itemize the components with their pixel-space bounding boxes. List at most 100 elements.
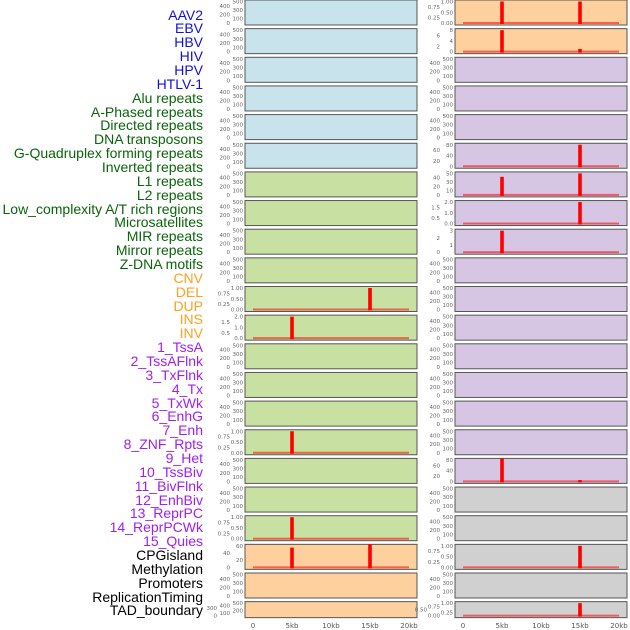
- y-tick-label: 60: [236, 544, 243, 550]
- track-panel: [454, 572, 628, 599]
- y-tick-label: 400: [220, 147, 231, 153]
- baseline-bar: [463, 50, 619, 53]
- track-panel: [244, 85, 418, 112]
- y-tick-label: 200: [430, 499, 441, 505]
- y-tick-label: 200: [430, 585, 441, 591]
- track-label: Inverted repeats: [101, 158, 203, 175]
- y-tick-label: 0: [437, 336, 441, 342]
- y-tick-label: 0: [227, 479, 231, 485]
- data-bar: [578, 144, 582, 168]
- y-tick-label: 1.0: [234, 325, 243, 331]
- y-tick-label: 200: [220, 127, 231, 133]
- y-tick-label: 300: [443, 409, 454, 415]
- x-tick-label: 20kb: [610, 622, 628, 630]
- y-tick-label: 0: [227, 250, 231, 256]
- data-bar: [500, 458, 504, 483]
- data-bar: [578, 480, 582, 483]
- y-tick-label: 0.00: [231, 451, 244, 457]
- track-label: ReplicationTiming: [92, 588, 203, 605]
- y-tick-label: 400: [430, 90, 441, 96]
- track-panel: [454, 543, 628, 570]
- y-tick-label: 0: [450, 50, 454, 56]
- y-tick-label: 6: [437, 34, 441, 40]
- y-tick-label: 500: [233, 200, 244, 206]
- y-tick-label: 500: [233, 601, 244, 607]
- track-label: 15_Quies: [143, 533, 203, 550]
- y-tick-label: 0.75: [218, 521, 231, 527]
- y-tick-label: 100: [233, 189, 244, 195]
- y-tick-label: 500: [233, 28, 244, 34]
- y-tick-label: 0: [437, 594, 441, 600]
- y-tick-label: 200: [430, 70, 441, 76]
- track-label: 2_TssAFlnk: [130, 353, 203, 369]
- data-bar: [578, 173, 582, 196]
- track-label: G-Quadruplex forming repeats: [13, 145, 203, 162]
- y-tick-label: 0.75: [428, 604, 441, 610]
- track-panel: [244, 314, 418, 341]
- y-tick-label: 500: [233, 573, 244, 579]
- y-tick-label: 300: [443, 438, 454, 444]
- y-tick-label: 100: [233, 17, 244, 23]
- x-tick-label: 0: [461, 622, 465, 630]
- track-label: Z-DNA motifs: [119, 255, 203, 272]
- y-tick-label: 300: [233, 37, 244, 43]
- track-panel: [454, 371, 628, 398]
- y-tick-label: 0.0: [444, 222, 453, 228]
- track-label: 9_Het: [165, 450, 203, 467]
- track-label: DUP: [173, 297, 203, 314]
- y-tick-label: 0: [227, 365, 231, 371]
- y-tick-label: 100: [443, 361, 454, 367]
- track-panel: [454, 228, 628, 255]
- data-bar: [578, 545, 582, 569]
- y-tick-label: 300: [443, 352, 454, 358]
- y-tick-label: 200: [220, 98, 231, 104]
- y-tick-label: 300: [443, 295, 454, 301]
- y-tick-label: 100: [443, 74, 454, 80]
- y-tick-label: 500: [443, 401, 454, 407]
- y-tick-label: 1.00: [231, 429, 244, 435]
- y-tick-label: 0.50: [441, 555, 454, 561]
- y-tick-label: 0.50: [231, 440, 244, 446]
- track-label: 5_TxWk: [151, 394, 203, 411]
- track-label: EBV: [174, 20, 203, 37]
- track-panel: [454, 457, 628, 484]
- data-bar: [500, 1, 504, 24]
- y-tick-label: 400: [220, 4, 231, 10]
- y-tick-label: 0: [227, 78, 231, 84]
- y-tick-label: 400: [430, 319, 441, 325]
- track-label: CPGisland: [136, 547, 203, 564]
- y-tick-label: 300: [233, 65, 244, 71]
- y-tick-label: 200: [220, 414, 231, 420]
- track-panel: [244, 200, 418, 227]
- y-tick-label: 100: [220, 611, 231, 617]
- y-tick-label: 100: [233, 361, 244, 367]
- track-label: Methylation: [131, 560, 203, 577]
- y-tick-label: 30: [446, 180, 453, 186]
- y-tick-label: 500: [443, 286, 454, 292]
- y-tick-label: 500: [443, 343, 454, 349]
- track-label: 12_EnhBiv: [135, 491, 203, 508]
- y-tick-label: 300: [233, 467, 244, 473]
- y-tick-label: 400: [430, 577, 441, 583]
- y-tick-label: 100: [233, 160, 244, 166]
- y-tick-label: 300: [233, 94, 244, 100]
- y-tick-label: 40: [446, 154, 453, 160]
- y-tick-label: 300: [443, 123, 454, 129]
- y-tick-label: 100: [443, 131, 454, 137]
- y-tick-label: 400: [220, 262, 231, 268]
- y-tick-label: 100: [443, 446, 454, 452]
- y-tick-label: 100: [443, 103, 454, 109]
- track-label: Low_complexity A/T rich regions: [2, 200, 204, 217]
- y-tick-label: 300: [443, 323, 454, 329]
- data-bar: [578, 1, 582, 24]
- track-label: L1 repeats: [136, 172, 203, 189]
- y-tick-label: 0.50: [441, 10, 454, 16]
- x-tick-label: 10kb: [322, 622, 340, 630]
- y-tick-label: 500: [443, 429, 454, 435]
- y-tick-label: 500: [233, 143, 244, 149]
- y-tick-label: 400: [430, 491, 441, 497]
- track-panel: [244, 228, 418, 255]
- y-tick-label: 0.50: [231, 526, 244, 532]
- y-tick-label: 4: [450, 39, 454, 45]
